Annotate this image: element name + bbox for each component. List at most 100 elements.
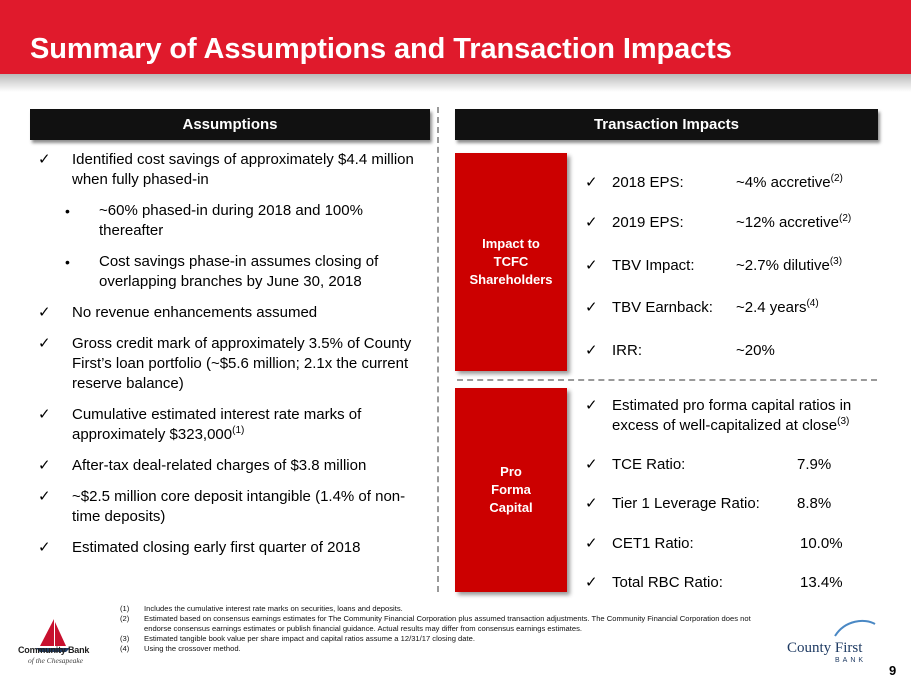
list-item-text: ~$2.5 million core deposit intangible (1… xyxy=(72,488,406,525)
impact-label: 2018 EPS: xyxy=(612,174,684,191)
footnote-text: Estimated tangible book value per share … xyxy=(144,634,475,643)
checkmark-icon: ✓ xyxy=(585,456,598,473)
footnote-ref: (1) xyxy=(232,425,245,436)
list-item-text: After-tax deal-related charges of $3.8 m… xyxy=(72,457,367,474)
footnotes: (1) Includes the cumulative interest rate… xyxy=(120,604,780,654)
list-item-text: Estimated closing early first quarter of… xyxy=(72,539,361,556)
assumptions-header: Assumptions xyxy=(30,109,430,140)
footnote-ref: (3) xyxy=(837,416,850,427)
impact-value-text: ~2.7% dilutive xyxy=(736,257,830,274)
checkmark-icon: ✓ xyxy=(585,257,598,274)
checkmark-icon: ✓ xyxy=(38,457,51,474)
county-first-logo-text: County First xyxy=(787,640,863,656)
capital-label: CET1 Ratio: xyxy=(612,535,694,552)
capital-value: 7.9% xyxy=(797,456,832,473)
checkmark-icon: ✓ xyxy=(38,304,51,321)
checkmark-icon: ✓ xyxy=(585,174,598,191)
footnote-text: Using the crossover method. xyxy=(144,644,241,653)
transaction-impacts-header: Transaction Impacts xyxy=(455,109,878,140)
bullet-icon: • xyxy=(65,254,70,270)
impact-value: ~12% accretive(2) xyxy=(736,213,851,233)
list-item-text: ~60% phased-in during 2018 and 100% ther… xyxy=(99,202,363,239)
list-item: ✓ Gross credit mark of approximately 3.5… xyxy=(38,334,423,394)
list-item: ✓ After-tax deal-related charges of $3.8… xyxy=(38,456,423,476)
footnote-ref: (3) xyxy=(829,256,843,267)
checkmark-icon: ✓ xyxy=(38,151,51,168)
footnote: (4) Using the crossover method. xyxy=(120,644,780,654)
county-first-logo-subtext: BANK xyxy=(835,657,867,664)
title-banner xyxy=(0,0,911,74)
footnote-number: (1) xyxy=(120,604,130,613)
community-bank-logo-text: Community Bank xyxy=(18,645,90,655)
capital-value: 10.0% xyxy=(800,535,843,552)
list-item-text: No revenue enhancements assumed xyxy=(72,304,318,321)
footnote-text: Includes the cumulative interest rate ma… xyxy=(144,604,403,613)
list-item-text: Cost savings phase-in assumes closing of… xyxy=(99,253,379,290)
county-first-swoosh-icon xyxy=(834,619,876,637)
impact-label: IRR: xyxy=(612,342,642,359)
box-label-line: Capital xyxy=(489,500,533,515)
box-label-line: Impact to xyxy=(482,236,540,251)
footnote-ref: (2) xyxy=(838,213,852,224)
list-item: ✓ Identified cost savings of approximate… xyxy=(38,150,423,190)
footnote-number: (4) xyxy=(120,644,130,653)
footnote-number: (2) xyxy=(120,614,130,623)
list-item: • Cost savings phase-in assumes closing … xyxy=(38,252,423,292)
footnote-number: (3) xyxy=(120,634,130,643)
capital-intro-line: excess of well-capitalized at close xyxy=(612,417,838,434)
impact-label: 2019 EPS: xyxy=(612,214,684,231)
list-item-text: Cumulative estimated interest rate marks… xyxy=(72,406,362,443)
shareholders-impact-box: Impact to TCFC Shareholders xyxy=(455,153,567,371)
assumptions-list: ✓ Identified cost savings of approximate… xyxy=(38,150,423,569)
impact-label: TBV Impact: xyxy=(612,257,695,274)
checkmark-icon: ✓ xyxy=(585,495,598,512)
impact-label: TBV Earnback: xyxy=(612,299,713,316)
bullet-icon: • xyxy=(65,203,70,219)
capital-label: Total RBC Ratio: xyxy=(612,574,723,591)
impact-value: ~2.7% dilutive(3) xyxy=(736,256,842,276)
checkmark-icon: ✓ xyxy=(585,342,598,359)
impact-value: ~4% accretive(2) xyxy=(736,173,843,193)
horizontal-divider xyxy=(457,379,877,381)
impact-value-text: ~20% xyxy=(736,342,775,359)
checkmark-icon: ✓ xyxy=(585,214,598,231)
impact-value-text: ~4% accretive xyxy=(736,174,831,191)
checkmark-icon: ✓ xyxy=(38,488,51,505)
checkmark-icon: ✓ xyxy=(585,574,598,591)
footnote-ref: (4) xyxy=(806,298,819,309)
box-label-line: Pro xyxy=(500,464,522,479)
box-label-line: Shareholders xyxy=(469,272,553,287)
capital-intro-line: Estimated pro forma capital ratios in xyxy=(612,397,852,414)
checkmark-icon: ✓ xyxy=(38,335,51,352)
footnote: (1) Includes the cumulative interest rate… xyxy=(120,604,780,614)
community-bank-sail-icon xyxy=(36,619,70,652)
slide-title: Summary of Assumptions and Transaction I… xyxy=(30,33,732,65)
capital-label: TCE Ratio: xyxy=(612,456,686,473)
footnote: (2) Estimated based on consensus earnings… xyxy=(120,614,780,634)
list-item: ✓ Cumulative estimated interest rate mar… xyxy=(38,405,423,445)
list-item-text: Identified cost savings of approximately… xyxy=(72,151,414,188)
checkmark-icon: ✓ xyxy=(585,299,598,316)
pro-forma-capital-box: Pro Forma Capital xyxy=(455,388,567,592)
footnote-ref: (2) xyxy=(830,173,843,184)
impact-value: ~20% xyxy=(736,341,775,361)
capital-value: 13.4% xyxy=(800,574,843,591)
list-item: ✓ No revenue enhancements assumed xyxy=(38,303,423,323)
page-number: 9 xyxy=(889,663,897,678)
checkmark-icon: ✓ xyxy=(38,406,51,423)
checkmark-icon: ✓ xyxy=(585,535,598,552)
box-label-line: TCFC xyxy=(493,254,529,269)
capital-intro-cont: excess of well-capitalized at close(3) xyxy=(612,416,849,436)
capital-label: Tier 1 Leverage Ratio: xyxy=(612,495,760,512)
vertical-divider xyxy=(437,107,439,592)
impact-value-text: ~12% accretive xyxy=(736,214,839,231)
capital-value: 8.8% xyxy=(797,495,832,512)
footnote-text: Estimated based on consensus earnings es… xyxy=(144,614,751,633)
footnote: (3) Estimated tangible book value per sha… xyxy=(120,634,780,644)
checkmark-icon: ✓ xyxy=(585,397,598,414)
list-item: ✓ ~$2.5 million core deposit intangible … xyxy=(38,487,423,527)
list-item-text: Gross credit mark of approximately 3.5% … xyxy=(72,335,412,392)
impact-value-text: ~2.4 years xyxy=(736,299,807,316)
list-item: ✓ Estimated closing early first quarter … xyxy=(38,538,423,558)
impact-value: ~2.4 years(4) xyxy=(736,298,819,318)
